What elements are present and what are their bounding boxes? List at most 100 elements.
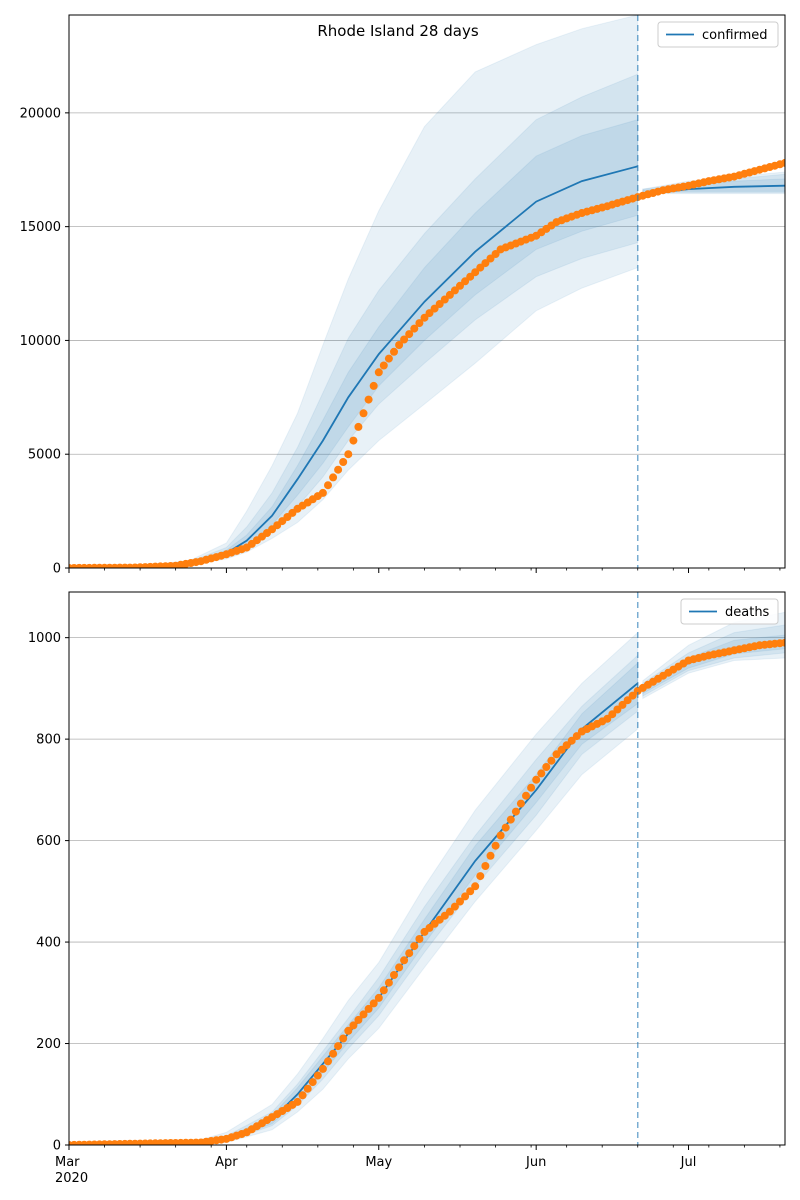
deaths-observed-point bbox=[618, 700, 627, 709]
confirmed-observed-point bbox=[481, 259, 490, 268]
deaths-observed-point bbox=[486, 851, 495, 860]
deaths-observed-point bbox=[522, 791, 530, 800]
deaths-xtick-label: Jun bbox=[525, 1155, 546, 1170]
deaths-observed-point bbox=[491, 841, 500, 850]
deaths-xtick-label: Apr bbox=[215, 1155, 238, 1170]
confirmed-observed-point bbox=[405, 330, 414, 339]
deaths-ytick-label: 200 bbox=[36, 1037, 61, 1052]
confirmed-observed-point bbox=[390, 347, 398, 356]
deaths-observed-point bbox=[542, 763, 551, 771]
deaths-ytick-label: 800 bbox=[36, 733, 61, 748]
confirmed-plot-area bbox=[69, 15, 785, 568]
chart-title: Rhode Island 28 days bbox=[317, 22, 478, 40]
deaths-observed-point bbox=[445, 907, 454, 916]
deaths-observed-point bbox=[501, 823, 510, 832]
confirmed-observed-point bbox=[349, 436, 358, 445]
confirmed-ytick-label: 10000 bbox=[20, 334, 61, 349]
deaths-observed-point bbox=[511, 807, 520, 816]
deaths-observed-point bbox=[476, 872, 485, 881]
deaths-ytick-label: 0 bbox=[53, 1139, 61, 1154]
confirmed-observed-point bbox=[471, 268, 480, 277]
deaths-observed-point bbox=[506, 815, 515, 824]
confirmed-observed-point bbox=[339, 458, 348, 466]
deaths-observed-point bbox=[374, 993, 383, 1002]
deaths-xtick-label: 2020 bbox=[55, 1171, 88, 1186]
confirmed-ytick-label: 15000 bbox=[20, 220, 61, 235]
deaths-observed-point bbox=[415, 935, 424, 943]
deaths-observed-point bbox=[496, 831, 505, 840]
confirmed-observed-point bbox=[329, 473, 338, 482]
deaths-observed-point bbox=[537, 769, 546, 778]
confirmed-observed-point bbox=[344, 450, 353, 459]
confirmed-axes-frame bbox=[68, 14, 786, 569]
deaths-observed-point bbox=[450, 902, 459, 911]
deaths-observed-point bbox=[379, 986, 388, 995]
deaths-legend-label: deaths bbox=[725, 605, 770, 620]
deaths-observed-point bbox=[303, 1084, 312, 1093]
confirmed-ytick-label: 0 bbox=[53, 562, 61, 577]
confirmed-observed-point bbox=[324, 481, 332, 490]
deaths-observed-point bbox=[781, 638, 785, 647]
deaths-observed-point bbox=[390, 971, 398, 979]
deaths-observed-point bbox=[572, 732, 581, 741]
deaths-observed-point bbox=[527, 783, 536, 792]
deaths-legend-box bbox=[680, 598, 779, 625]
confirmed-observed-point bbox=[430, 304, 439, 313]
deaths-observed-point bbox=[466, 887, 475, 896]
deaths-observed-point bbox=[623, 696, 632, 705]
deaths-observed-point bbox=[349, 1021, 358, 1030]
deaths-legend: deaths bbox=[680, 598, 779, 625]
deaths-observed-point bbox=[308, 1078, 317, 1087]
deaths-observed-point bbox=[354, 1015, 363, 1024]
deaths-axes-frame bbox=[68, 591, 786, 1146]
deaths-observed-point bbox=[608, 710, 617, 719]
deaths-observed-point bbox=[318, 1064, 327, 1073]
deaths-observed-point bbox=[334, 1042, 343, 1051]
deaths-xtick-label: Mar bbox=[55, 1155, 80, 1170]
confirmed-observed-point bbox=[354, 422, 363, 431]
deaths-observed-point bbox=[344, 1026, 353, 1035]
confirmed-observed-point bbox=[781, 158, 785, 167]
confirmed-legend: confirmed bbox=[657, 21, 779, 48]
confirmed-band-1 bbox=[69, 15, 639, 568]
confirmed-legend-label: confirmed bbox=[702, 28, 768, 43]
deaths-observed-point bbox=[329, 1049, 338, 1058]
confirmed-observed-point bbox=[369, 381, 378, 390]
confirmed-legend-box bbox=[657, 21, 779, 48]
confirmed-panel: 0 5000 10000 15000 20000 confirmed bbox=[20, 14, 786, 577]
deaths-observed-point bbox=[400, 956, 409, 965]
deaths-observed-point bbox=[471, 882, 480, 891]
deaths-observed-point bbox=[384, 978, 393, 987]
deaths-observed-point bbox=[405, 949, 414, 958]
confirmed-observed-point bbox=[318, 488, 327, 497]
deaths-observed-point bbox=[359, 1010, 368, 1019]
deaths-observed-point bbox=[293, 1097, 302, 1106]
confirmed-observed-point bbox=[334, 465, 343, 474]
confirmed-observed-point bbox=[374, 368, 383, 377]
deaths-observed-point bbox=[298, 1091, 307, 1100]
confirmed-ytick-label: 5000 bbox=[28, 448, 61, 463]
deaths-observed-point bbox=[395, 963, 404, 972]
deaths-observed-point bbox=[456, 897, 464, 906]
confirmed-observed-point bbox=[440, 295, 449, 304]
confirmed-observed-point bbox=[461, 277, 470, 286]
deaths-xtick-label: Jul bbox=[680, 1155, 697, 1170]
confirmed-observed-point bbox=[450, 286, 459, 295]
deaths-observed-point bbox=[369, 999, 378, 1008]
deaths-observed-point bbox=[481, 862, 490, 870]
confirmed-ytick-label: 20000 bbox=[20, 106, 61, 121]
deaths-observed-point bbox=[461, 892, 470, 901]
deaths-observed-point bbox=[516, 799, 525, 808]
deaths-ytick-label: 400 bbox=[36, 936, 61, 951]
deaths-observed-point bbox=[364, 1004, 373, 1013]
confirmed-observed-point bbox=[415, 319, 424, 328]
deaths-ytick-label: 1000 bbox=[28, 631, 61, 646]
deaths-xtick-label: May bbox=[365, 1155, 392, 1170]
deaths-observed-point bbox=[324, 1057, 332, 1066]
deaths-observed-point bbox=[410, 942, 419, 951]
deaths-band-2 bbox=[642, 624, 785, 697]
confirmed-observed-point bbox=[384, 354, 393, 363]
deaths-observed-point bbox=[532, 775, 541, 784]
